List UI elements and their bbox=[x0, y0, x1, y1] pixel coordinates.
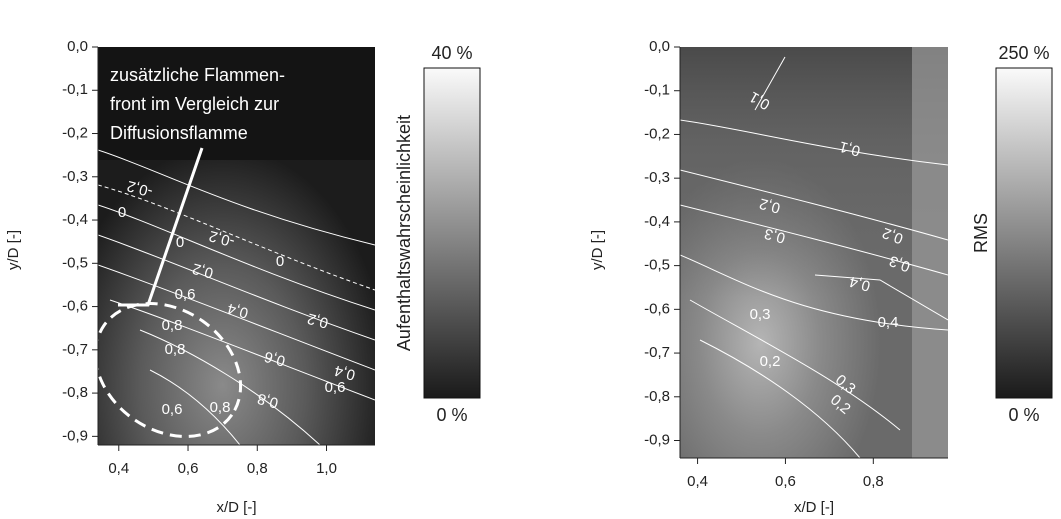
contour-label: 0,6 bbox=[162, 401, 183, 418]
colorbar-tick-label: 250 % bbox=[998, 43, 1049, 63]
contour-label: 0,4 bbox=[226, 300, 251, 322]
x-tick-label: 0,6 bbox=[178, 460, 199, 477]
colorbar-tick-label: 0 % bbox=[1008, 405, 1039, 425]
y-tick-label: -0,6 bbox=[644, 300, 670, 317]
y-tick-label: -0,3 bbox=[62, 168, 88, 185]
contour-label: 0,6 bbox=[263, 348, 288, 370]
y-tick-label: -0,5 bbox=[644, 257, 670, 274]
contour-label: 0,8 bbox=[162, 317, 183, 334]
y-tick-label: -0,4 bbox=[62, 211, 88, 228]
y-tick-label: -0,5 bbox=[62, 254, 88, 271]
colorbar-tick-label: 40 % bbox=[431, 43, 472, 63]
contour-label: 0,1 bbox=[838, 138, 863, 160]
x-tick-label: 0,6 bbox=[775, 473, 796, 490]
contour-label: 0,3 bbox=[763, 225, 788, 247]
x-tick-label: 0,8 bbox=[863, 473, 884, 490]
y-axis-label: y/D [-] bbox=[5, 230, 22, 270]
y-tick-label: -0,4 bbox=[644, 213, 670, 230]
x-tick-label: 1,0 bbox=[316, 460, 337, 477]
annotation: front im Vergleich zur bbox=[110, 94, 279, 114]
contour-label: -0,2 bbox=[207, 227, 236, 250]
contour-label: 0,8 bbox=[256, 390, 281, 412]
heatmap-left bbox=[98, 47, 375, 445]
contour-label: 0,8 bbox=[165, 341, 186, 358]
annotation: zusätzliche Flammen- bbox=[110, 65, 285, 85]
y-tick-label: -0,9 bbox=[644, 431, 670, 448]
contour-label: 0 bbox=[118, 204, 126, 221]
contour-label: 0,2 bbox=[191, 260, 216, 282]
y-axis-label: y/D [-] bbox=[589, 230, 606, 270]
contour-label: 0 bbox=[176, 234, 184, 251]
colorbar-title: Aufenthaltswahrscheinlichkeit bbox=[394, 115, 414, 351]
contour-label: 0,2 bbox=[758, 195, 783, 217]
contour-label: 0,2 bbox=[306, 310, 331, 332]
y-tick-label: 0,0 bbox=[67, 38, 88, 55]
y-tick-label: 0,0 bbox=[649, 38, 670, 55]
contour-label: 0,6 bbox=[175, 286, 196, 303]
y-tick-label: -0,8 bbox=[62, 384, 88, 401]
contour-label: 0,3 bbox=[887, 252, 912, 275]
contour-label: 0,2 bbox=[880, 224, 905, 247]
colorbar bbox=[423, 67, 481, 399]
y-tick-label: -0,7 bbox=[644, 344, 670, 361]
contour-label: -0,2 bbox=[125, 177, 154, 200]
y-tick-label: -0,2 bbox=[62, 124, 88, 141]
contour-label: 0 bbox=[276, 253, 284, 270]
y-tick-label: -0,2 bbox=[644, 125, 670, 142]
colorbar-title: RMS bbox=[971, 213, 991, 253]
y-tick-label: -0,8 bbox=[644, 388, 670, 405]
contour-label: 0,8 bbox=[210, 399, 231, 416]
annotation: Diffusionsflamme bbox=[110, 123, 248, 143]
y-tick-label: -0,1 bbox=[644, 82, 670, 99]
contour-label: 0,4 bbox=[848, 273, 873, 295]
contour-label: 0,4 bbox=[333, 362, 358, 384]
y-tick-label: -0,6 bbox=[62, 298, 88, 315]
colorbar-tick-label: 0 % bbox=[436, 405, 467, 425]
x-axis-label: x/D [-] bbox=[794, 499, 834, 516]
y-tick-label: -0,7 bbox=[62, 341, 88, 358]
contour-label: 0,6 bbox=[325, 379, 346, 396]
x-axis-label: x/D [-] bbox=[217, 499, 257, 516]
contour-label: 0,3 bbox=[750, 306, 771, 323]
y-tick-label: -0,1 bbox=[62, 81, 88, 98]
x-tick-label: 0,4 bbox=[687, 473, 708, 490]
heatmap-right bbox=[680, 47, 948, 458]
y-tick-label: -0,3 bbox=[644, 169, 670, 186]
colorbar bbox=[995, 67, 1053, 399]
y-tick-label: -0,9 bbox=[62, 427, 88, 444]
x-tick-label: 0,4 bbox=[108, 460, 129, 477]
x-tick-label: 0,8 bbox=[247, 460, 268, 477]
contour-label: 0,2 bbox=[760, 353, 781, 370]
contour-label: 0,4 bbox=[878, 314, 899, 331]
